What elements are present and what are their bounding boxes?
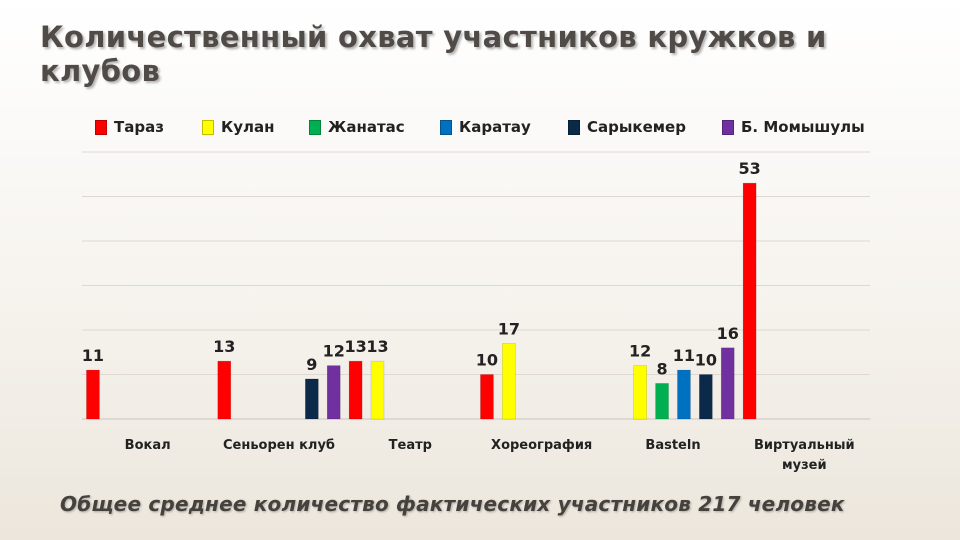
bar	[633, 365, 647, 420]
legend-item-zhanatas: Жанатас	[309, 118, 405, 136]
data-label: 9	[306, 355, 317, 374]
data-label: 10	[695, 351, 717, 370]
legend-item-momyshuly: Б. Момышулы	[722, 118, 865, 136]
legend-item-kulan: Кулан	[202, 118, 275, 136]
legend-swatch-kulan	[202, 119, 214, 135]
legend-item-sarykemer: Сарыкемер	[568, 118, 686, 136]
data-label: 13	[213, 337, 235, 356]
legend-label-kulan: Кулан	[221, 118, 275, 136]
category-label: Хореография	[491, 438, 592, 453]
category-label: Театр	[389, 438, 432, 453]
bar	[370, 360, 385, 420]
bar	[699, 374, 713, 420]
bar	[217, 360, 232, 420]
bar	[305, 378, 319, 420]
data-label: 13	[366, 337, 388, 356]
legend-label-karatau: Каратау	[459, 118, 531, 136]
data-label: 16	[717, 324, 739, 343]
legend-swatch-momyshuly	[722, 119, 734, 135]
data-label: 12	[323, 342, 345, 361]
bar	[480, 374, 494, 420]
data-label: 17	[498, 319, 520, 338]
bar	[677, 369, 691, 420]
legend-label-sarykemer: Сарыкемер	[587, 118, 686, 136]
legend-swatch-karatau	[440, 119, 452, 135]
legend-swatch-sarykemer	[568, 119, 580, 135]
bar	[655, 383, 669, 420]
legend-item-karatau: Каратау	[440, 118, 531, 136]
data-label: 8	[656, 359, 667, 378]
category-label: Basteln	[645, 438, 700, 453]
category-label: Виртуальный	[754, 438, 855, 453]
legend-swatch-taraz	[95, 119, 107, 135]
legend-label-taraz: Тараз	[114, 118, 164, 136]
data-label: 53	[738, 159, 760, 178]
bar	[720, 347, 735, 420]
bar	[326, 365, 341, 420]
chart-legend: Тараз Кулан Жанатас Каратау Сарыкемер Б.…	[95, 118, 895, 140]
legend-item-taraz: Тараз	[95, 118, 164, 136]
legend-label-momyshuly: Б. Момышулы	[741, 118, 865, 136]
data-label: 11	[82, 346, 104, 365]
bar	[86, 369, 100, 420]
data-label: 10	[476, 351, 498, 370]
legend-label-zhanatas: Жанатас	[328, 118, 405, 136]
category-label: Сеньорен клуб	[223, 438, 335, 453]
footer-note: Общее среднее количество фактических уча…	[60, 492, 845, 516]
data-label: 12	[629, 342, 651, 361]
category-label: Вокал	[125, 438, 171, 453]
slide-title: Количественный охват участников кружков …	[40, 20, 827, 88]
legend-swatch-zhanatas	[309, 119, 321, 135]
bar	[502, 343, 516, 420]
bar	[742, 182, 757, 420]
category-label: музей	[782, 458, 827, 473]
data-label: 13	[344, 337, 366, 356]
data-label: 11	[673, 346, 695, 365]
bar	[348, 360, 363, 420]
